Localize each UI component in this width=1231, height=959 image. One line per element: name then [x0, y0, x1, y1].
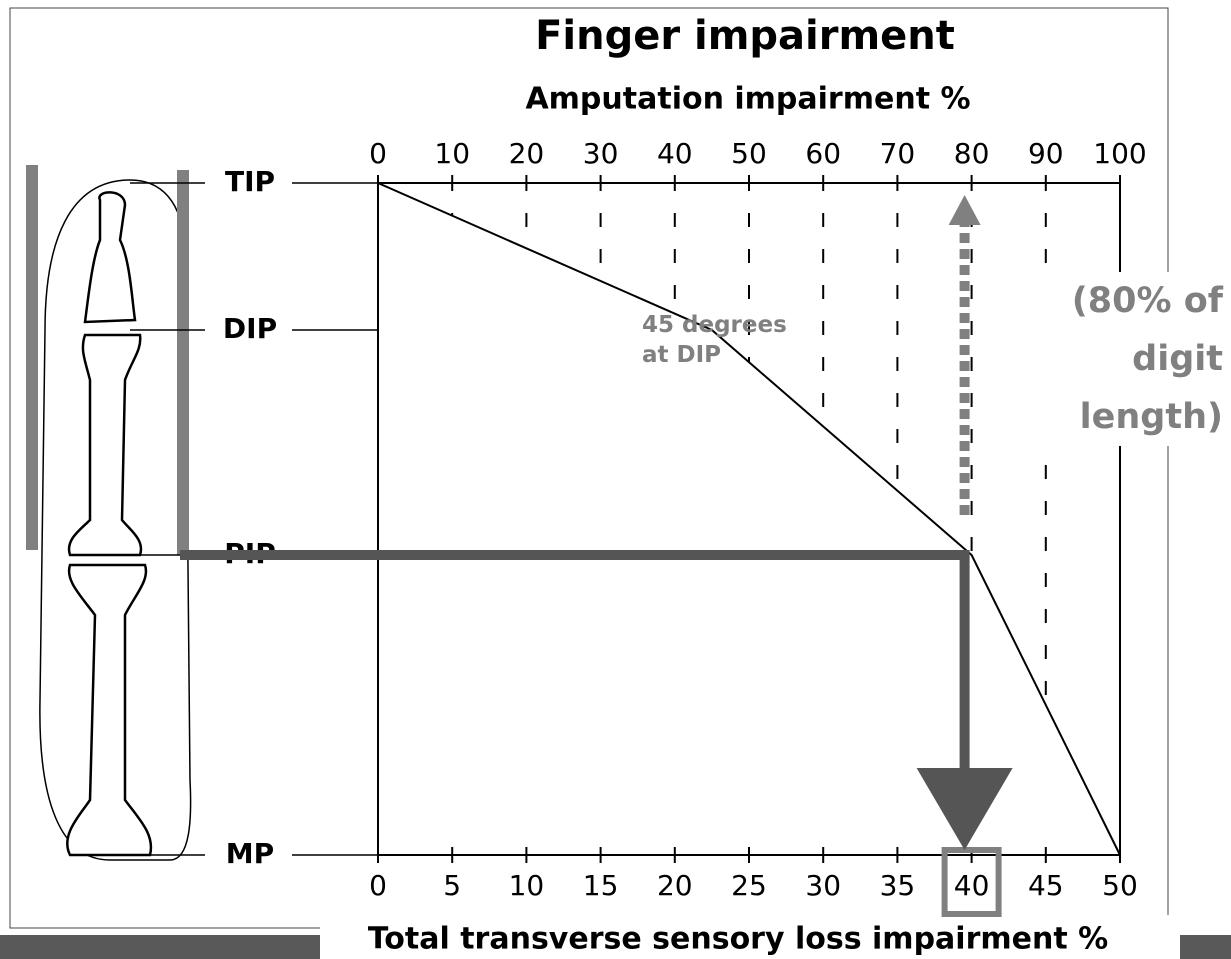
x-tick-label: 20: [509, 137, 545, 170]
amputation-curve: [378, 183, 1120, 855]
digit-bar: [26, 165, 38, 550]
arrow-head: [917, 768, 1013, 850]
x-tick-label: 30: [583, 137, 619, 170]
x2-tick-label: 15: [583, 869, 619, 902]
page: Finger impairment Amputation impairment …: [0, 0, 1231, 959]
finger-illustration: [40, 180, 191, 860]
x-tick-label: 60: [805, 137, 841, 170]
x2-tick-label: 40: [954, 869, 990, 902]
y-category-label: TIP: [225, 165, 275, 198]
annotation: (80% of digit length): [1023, 272, 1223, 446]
x2-tick-label: 35: [880, 869, 916, 902]
x2-tick-label: 20: [657, 869, 693, 902]
x2-tick-label: 30: [805, 869, 841, 902]
chart: Finger impairment Amputation impairment …: [0, 0, 1231, 959]
x-tick-label: 50: [731, 137, 767, 170]
x-tick-label: 0: [369, 137, 387, 170]
x2-axis-title: Total transverse sensory loss impairment…: [368, 922, 1108, 957]
x-tick-label: 80: [954, 137, 990, 170]
x-tick-label: 10: [434, 137, 470, 170]
x-tick-label: 40: [657, 137, 693, 170]
x2-tick-label: 5: [443, 869, 461, 902]
x2-tick-label: 10: [509, 869, 545, 902]
path-arrow: [180, 555, 965, 770]
amputation-bar: [177, 170, 189, 555]
x-tick-label: 100: [1093, 137, 1146, 170]
x-axis-title: Amputation impairment %: [525, 82, 970, 117]
arrow-head: [949, 195, 981, 225]
x2-tick-label: 50: [1102, 869, 1138, 902]
y-category-label: DIP: [223, 312, 277, 345]
x2-tick-label: 45: [1028, 869, 1064, 902]
y-category-label: MP: [226, 837, 274, 870]
x-tick-label: 90: [1028, 137, 1064, 170]
chart-title: Finger impairment: [535, 13, 955, 59]
x2-tick-label: 25: [731, 869, 767, 902]
x2-tick-label: 0: [369, 869, 387, 902]
x-tick-label: 70: [880, 137, 916, 170]
